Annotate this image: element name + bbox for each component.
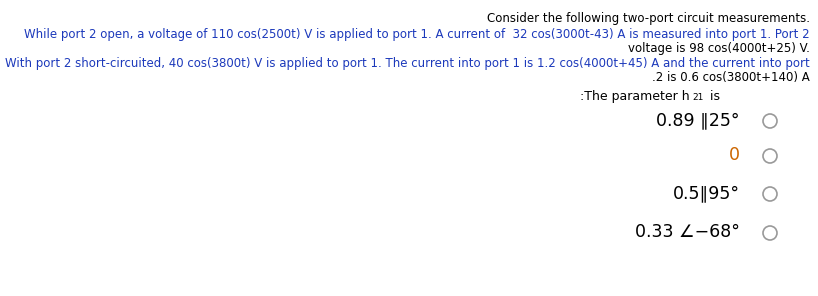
Text: :The parameter h: :The parameter h — [581, 90, 690, 103]
Text: voltage is 98 cos(4000t+25) V.: voltage is 98 cos(4000t+25) V. — [628, 42, 810, 55]
Text: 0.33 ∠−68°: 0.33 ∠−68° — [635, 223, 740, 241]
Text: .2 is 0.6 cos(3800t+140) A: .2 is 0.6 cos(3800t+140) A — [652, 71, 810, 84]
Text: Consider the following two-port circuit measurements.: Consider the following two-port circuit … — [487, 12, 810, 25]
Text: 0.89 ∥25°: 0.89 ∥25° — [657, 111, 740, 129]
Text: is: is — [706, 90, 720, 103]
Text: While port 2 open, a voltage of 110 cos(2500t) V is applied to port 1. A current: While port 2 open, a voltage of 110 cos(… — [25, 28, 810, 41]
Text: 21: 21 — [692, 93, 703, 102]
Text: 0.5∥95°: 0.5∥95° — [673, 184, 740, 202]
Text: 0: 0 — [729, 146, 740, 164]
Text: With port 2 short-circuited, 40 cos(3800t) V is applied to port 1. The current i: With port 2 short-circuited, 40 cos(3800… — [5, 57, 810, 70]
